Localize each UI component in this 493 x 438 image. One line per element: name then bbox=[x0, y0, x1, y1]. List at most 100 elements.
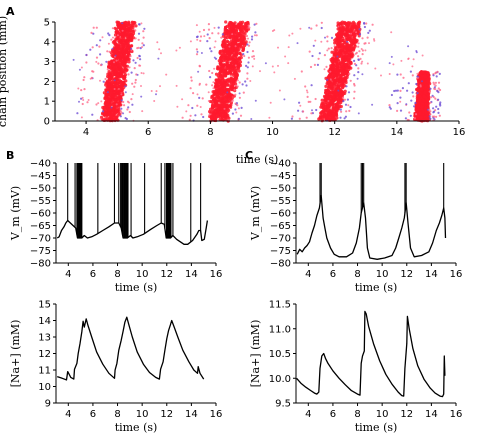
spike-dot bbox=[389, 107, 392, 110]
panel-letter-b: B bbox=[6, 149, 14, 162]
spike-dot bbox=[233, 77, 238, 81]
spike-dot bbox=[210, 96, 214, 100]
spike-dot bbox=[404, 117, 407, 120]
panel-b-sodium-axes: 4 6 8 10 12 14 16 9 10 11 12 13 14 15 bbox=[38, 300, 222, 421]
spike-dot bbox=[138, 23, 141, 26]
spike-dot bbox=[239, 53, 243, 57]
spike-dot bbox=[137, 32, 141, 35]
spike-dot bbox=[128, 110, 131, 114]
spike-dot bbox=[99, 79, 101, 82]
spike-dot bbox=[393, 89, 396, 93]
spike-dot bbox=[394, 89, 398, 92]
panel-b-sodium-x-tick-label: 12 bbox=[160, 409, 173, 420]
spike-dot bbox=[353, 62, 357, 65]
spike-dot bbox=[342, 77, 346, 81]
spike-dot bbox=[213, 56, 216, 59]
spike-dot bbox=[238, 96, 241, 99]
spike-dot bbox=[396, 109, 399, 112]
spike-dot bbox=[221, 72, 225, 76]
spike-dot bbox=[114, 54, 117, 57]
panel-b-sodium-x-tick-label: 6 bbox=[90, 409, 96, 420]
spike-dot bbox=[213, 117, 217, 122]
spike-dot bbox=[341, 60, 345, 64]
panel-a-x-label: time (s) bbox=[236, 153, 279, 166]
spike-dot bbox=[242, 30, 246, 35]
panel-a-x-tick-label: 14 bbox=[390, 127, 403, 138]
spike-dot bbox=[287, 46, 290, 49]
spike-dot bbox=[236, 85, 239, 88]
spike-dot bbox=[312, 44, 315, 47]
spike-dot bbox=[117, 108, 121, 112]
spike-dot bbox=[234, 59, 238, 63]
panel-c-voltage-y-tick-label: −60 bbox=[270, 209, 291, 220]
spike-dot bbox=[119, 69, 123, 73]
spike-dot bbox=[99, 117, 102, 120]
spike-dot bbox=[339, 108, 342, 111]
panel-c-voltage-trace bbox=[296, 163, 447, 260]
spike-dot bbox=[113, 61, 115, 64]
spike-dot bbox=[122, 26, 126, 30]
spike-dot bbox=[243, 37, 247, 41]
spike-dot bbox=[317, 57, 320, 60]
spike-dot bbox=[346, 21, 351, 25]
spike-dot bbox=[246, 21, 250, 25]
spike-dot bbox=[109, 99, 113, 104]
spike-dot bbox=[85, 61, 88, 64]
spike-dot bbox=[134, 24, 138, 28]
spike-dot bbox=[243, 27, 247, 31]
spike-dot bbox=[349, 79, 352, 82]
spike-dot bbox=[324, 36, 326, 39]
spike-dot bbox=[156, 41, 159, 44]
spike-dot bbox=[433, 115, 436, 118]
spike-dot bbox=[424, 75, 428, 79]
spike-dot bbox=[296, 42, 299, 45]
spike-dot bbox=[326, 35, 329, 38]
spike-dot bbox=[122, 62, 126, 66]
spike-dot bbox=[239, 56, 243, 60]
spike-dot bbox=[341, 64, 345, 68]
spike-dot bbox=[340, 31, 344, 35]
spike-dot bbox=[121, 32, 125, 36]
spike-dot bbox=[215, 99, 219, 103]
spike-dot bbox=[134, 29, 137, 32]
spike-dot bbox=[236, 104, 239, 107]
spike-dot bbox=[310, 84, 313, 87]
spike-dot bbox=[349, 43, 354, 47]
spike-dot bbox=[358, 50, 361, 53]
spike-dot bbox=[213, 109, 217, 113]
spike-dot bbox=[254, 99, 257, 102]
spike-dot bbox=[121, 29, 124, 32]
spike-dot bbox=[320, 110, 324, 114]
spike-dot bbox=[290, 117, 293, 120]
spike-dot bbox=[339, 116, 342, 119]
spike-dot bbox=[333, 45, 336, 48]
spike-dot bbox=[328, 95, 332, 99]
spike-dot bbox=[139, 58, 142, 61]
spike-dot bbox=[198, 83, 201, 86]
spike-dot bbox=[142, 44, 145, 47]
spike-dot bbox=[236, 34, 240, 38]
spike-dot bbox=[226, 51, 230, 55]
spike-dot bbox=[396, 102, 399, 105]
spike-dot bbox=[332, 64, 336, 68]
spike-dot bbox=[278, 89, 281, 92]
spike-dot bbox=[333, 38, 337, 42]
spike-dot bbox=[227, 116, 231, 120]
spike-dot bbox=[437, 107, 440, 111]
spike-dot bbox=[119, 73, 123, 77]
spike-dot bbox=[400, 59, 403, 62]
spike-dot bbox=[219, 88, 223, 92]
spike-dot bbox=[157, 57, 160, 60]
panel-b-voltage-plot: 4 6 8 10 12 14 16 −40−45 −50−55 −60−65 −70−75 −80 t… bbox=[9, 159, 222, 295]
spike-dot bbox=[246, 50, 249, 54]
spike-dot bbox=[340, 57, 344, 61]
panel-a-y-label: chain position (mm) bbox=[0, 16, 9, 127]
spike-dot bbox=[120, 99, 123, 102]
panel-b-voltage-y-tick-label: −40 bbox=[30, 159, 51, 170]
spike-dot bbox=[349, 105, 352, 109]
panel-c-sodium-x-tick-label: 12 bbox=[400, 409, 413, 420]
spike-dot bbox=[188, 118, 191, 121]
spike-dot bbox=[126, 52, 130, 56]
spike-dot bbox=[106, 97, 110, 102]
